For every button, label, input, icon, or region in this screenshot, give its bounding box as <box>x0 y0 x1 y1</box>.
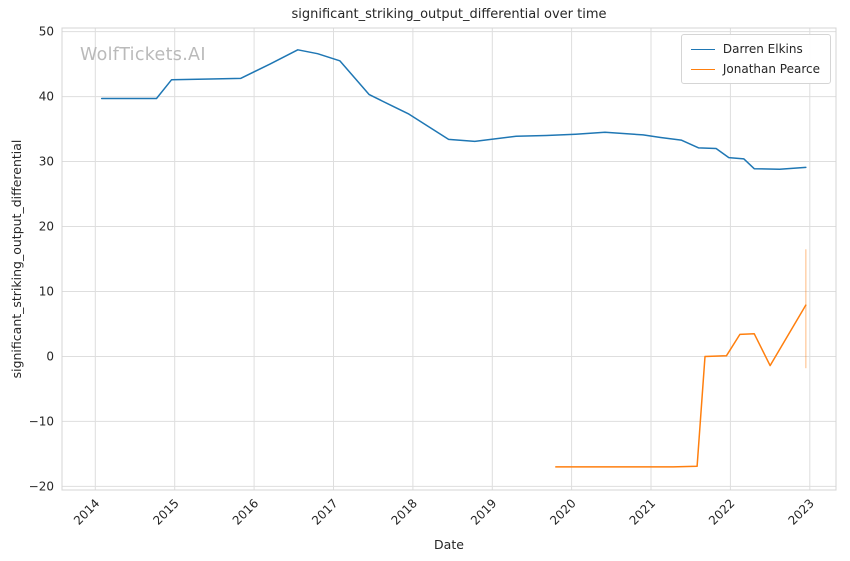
x-tick-label: 2015 <box>150 496 181 527</box>
x-tick-label: 2018 <box>389 496 420 527</box>
x-tick-label: 2017 <box>309 496 340 527</box>
x-tick-label: 2022 <box>706 496 737 527</box>
y-tick-label: 30 <box>39 155 54 169</box>
y-tick-label: −20 <box>29 479 54 493</box>
plot-border <box>61 27 837 491</box>
y-tick-label: 50 <box>39 25 54 39</box>
x-tick-label: 2016 <box>230 496 261 527</box>
x-axis-label: Date <box>434 537 464 552</box>
legend-item: Jonathan Pearce <box>690 62 820 76</box>
x-tick-label: 2023 <box>785 496 816 527</box>
y-tick-label: 20 <box>39 220 54 234</box>
y-tick-label: 40 <box>39 90 54 104</box>
series-line <box>100 49 807 171</box>
x-tick-label: 2020 <box>547 496 578 527</box>
watermark: WolfTickets.AI <box>80 45 206 65</box>
y-tick-label: 0 <box>46 350 54 364</box>
y-tick-label: −10 <box>29 414 54 428</box>
legend-swatch <box>690 68 715 70</box>
legend-item: Darren Elkins <box>690 42 820 56</box>
legend: Darren Elkins Jonathan Pearce <box>680 34 831 84</box>
series-line <box>555 304 807 468</box>
legend-label: Darren Elkins <box>722 42 803 56</box>
x-tick-label: 2019 <box>468 496 499 527</box>
x-tick-label: 2014 <box>71 496 102 527</box>
y-axis-label: significant_striking_output_differential <box>9 139 24 379</box>
legend-swatch <box>690 48 715 50</box>
chart-title: significant_striking_output_differential… <box>291 7 607 22</box>
x-tick-label: 2021 <box>627 496 658 527</box>
y-tick-label: 10 <box>39 285 54 299</box>
legend-label: Jonathan Pearce <box>722 62 820 76</box>
